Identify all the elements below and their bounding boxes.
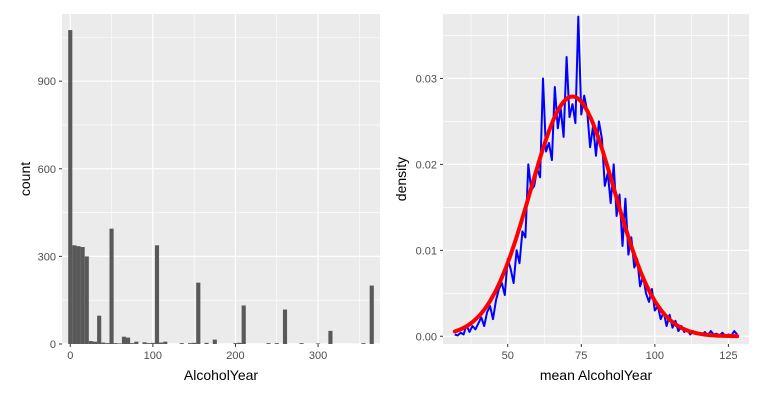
histogram-bar xyxy=(315,343,321,344)
x-tick-label: 100 xyxy=(144,350,162,362)
density-plot-background xyxy=(443,14,749,344)
histogram-bar xyxy=(196,282,201,344)
histogram-bar xyxy=(72,245,77,344)
x-tick-label: 50 xyxy=(502,350,514,362)
histogram-bar xyxy=(105,343,110,344)
histogram-bar xyxy=(109,228,114,344)
density-axes: 0.00 0.01 0.02 0.03 50 75 100 125 xyxy=(416,73,738,362)
histogram-bar xyxy=(146,343,151,344)
histogram-bar xyxy=(282,309,288,344)
y-tick-label: 0.02 xyxy=(416,159,437,171)
histogram-x-axis-title: AlcoholYear xyxy=(184,367,259,383)
histogram-bar xyxy=(92,341,98,344)
histogram-bar xyxy=(150,342,155,344)
y-tick-label: 0.00 xyxy=(416,331,437,343)
histogram-bar xyxy=(204,342,209,344)
y-tick-label: 0.01 xyxy=(416,245,437,257)
histogram-bar xyxy=(84,256,89,344)
x-tick-label: 125 xyxy=(719,350,737,362)
x-tick-label: 75 xyxy=(575,350,587,362)
histogram-bar xyxy=(274,343,279,344)
empirical-density-line xyxy=(454,15,738,338)
histogram-bar xyxy=(154,245,160,344)
histogram-bar xyxy=(126,337,131,344)
histogram-bar xyxy=(68,30,73,344)
density-panel: 0.00 0.01 0.02 0.03 50 75 100 125 mean AlcoholY… xyxy=(393,14,749,383)
histogram-bar xyxy=(328,330,333,344)
histogram-y-axis-title: count xyxy=(17,162,33,196)
histogram-bar xyxy=(369,285,374,344)
histogram-panel: 0 300 600 900 0 100 200 300 AlcoholYear count xyxy=(17,14,380,383)
histogram-bar xyxy=(159,342,164,344)
y-tick-label: 900 xyxy=(38,76,56,88)
histogram-bars xyxy=(68,30,374,344)
histogram-plot-background xyxy=(62,14,380,344)
x-tick-label: 100 xyxy=(646,350,664,362)
density-lines xyxy=(452,15,740,339)
histogram-bar xyxy=(266,343,271,344)
histogram-axes: 0 300 600 900 0 100 200 300 xyxy=(38,76,328,362)
histogram-bar xyxy=(121,336,127,344)
histogram-bar xyxy=(80,247,85,344)
histogram-bar xyxy=(241,305,246,344)
histogram-bar xyxy=(212,339,217,344)
normal-fit-curve xyxy=(452,94,740,339)
y-tick-label: 0 xyxy=(50,339,56,351)
histogram-bar xyxy=(299,343,304,344)
histogram-bar xyxy=(117,343,122,344)
y-tick-label: 300 xyxy=(38,251,56,263)
x-tick-label: 0 xyxy=(67,350,73,362)
histogram-bar xyxy=(88,341,93,344)
histogram-bar xyxy=(163,341,168,344)
histogram-bar xyxy=(101,342,106,344)
y-tick-label: 0.03 xyxy=(416,73,437,85)
histogram-bar xyxy=(192,342,197,344)
histogram-bar xyxy=(233,343,238,344)
histogram-bar xyxy=(134,341,139,344)
density-y-axis-title: density xyxy=(393,157,409,201)
density-x-axis-title: mean AlcoholYear xyxy=(540,367,653,383)
histogram-bar xyxy=(179,343,184,344)
histogram-bar xyxy=(187,343,193,344)
histogram-bar xyxy=(130,343,135,344)
histogram-bar xyxy=(237,342,242,344)
histogram-bar xyxy=(142,342,147,344)
histogram-bar xyxy=(113,343,118,344)
density-gridlines xyxy=(443,14,749,344)
histogram-bar xyxy=(361,343,366,344)
x-tick-label: 200 xyxy=(226,350,244,362)
histogram-bar xyxy=(76,246,81,344)
histogram-bar xyxy=(97,315,102,344)
x-tick-label: 300 xyxy=(309,350,327,362)
y-tick-label: 600 xyxy=(38,164,56,176)
